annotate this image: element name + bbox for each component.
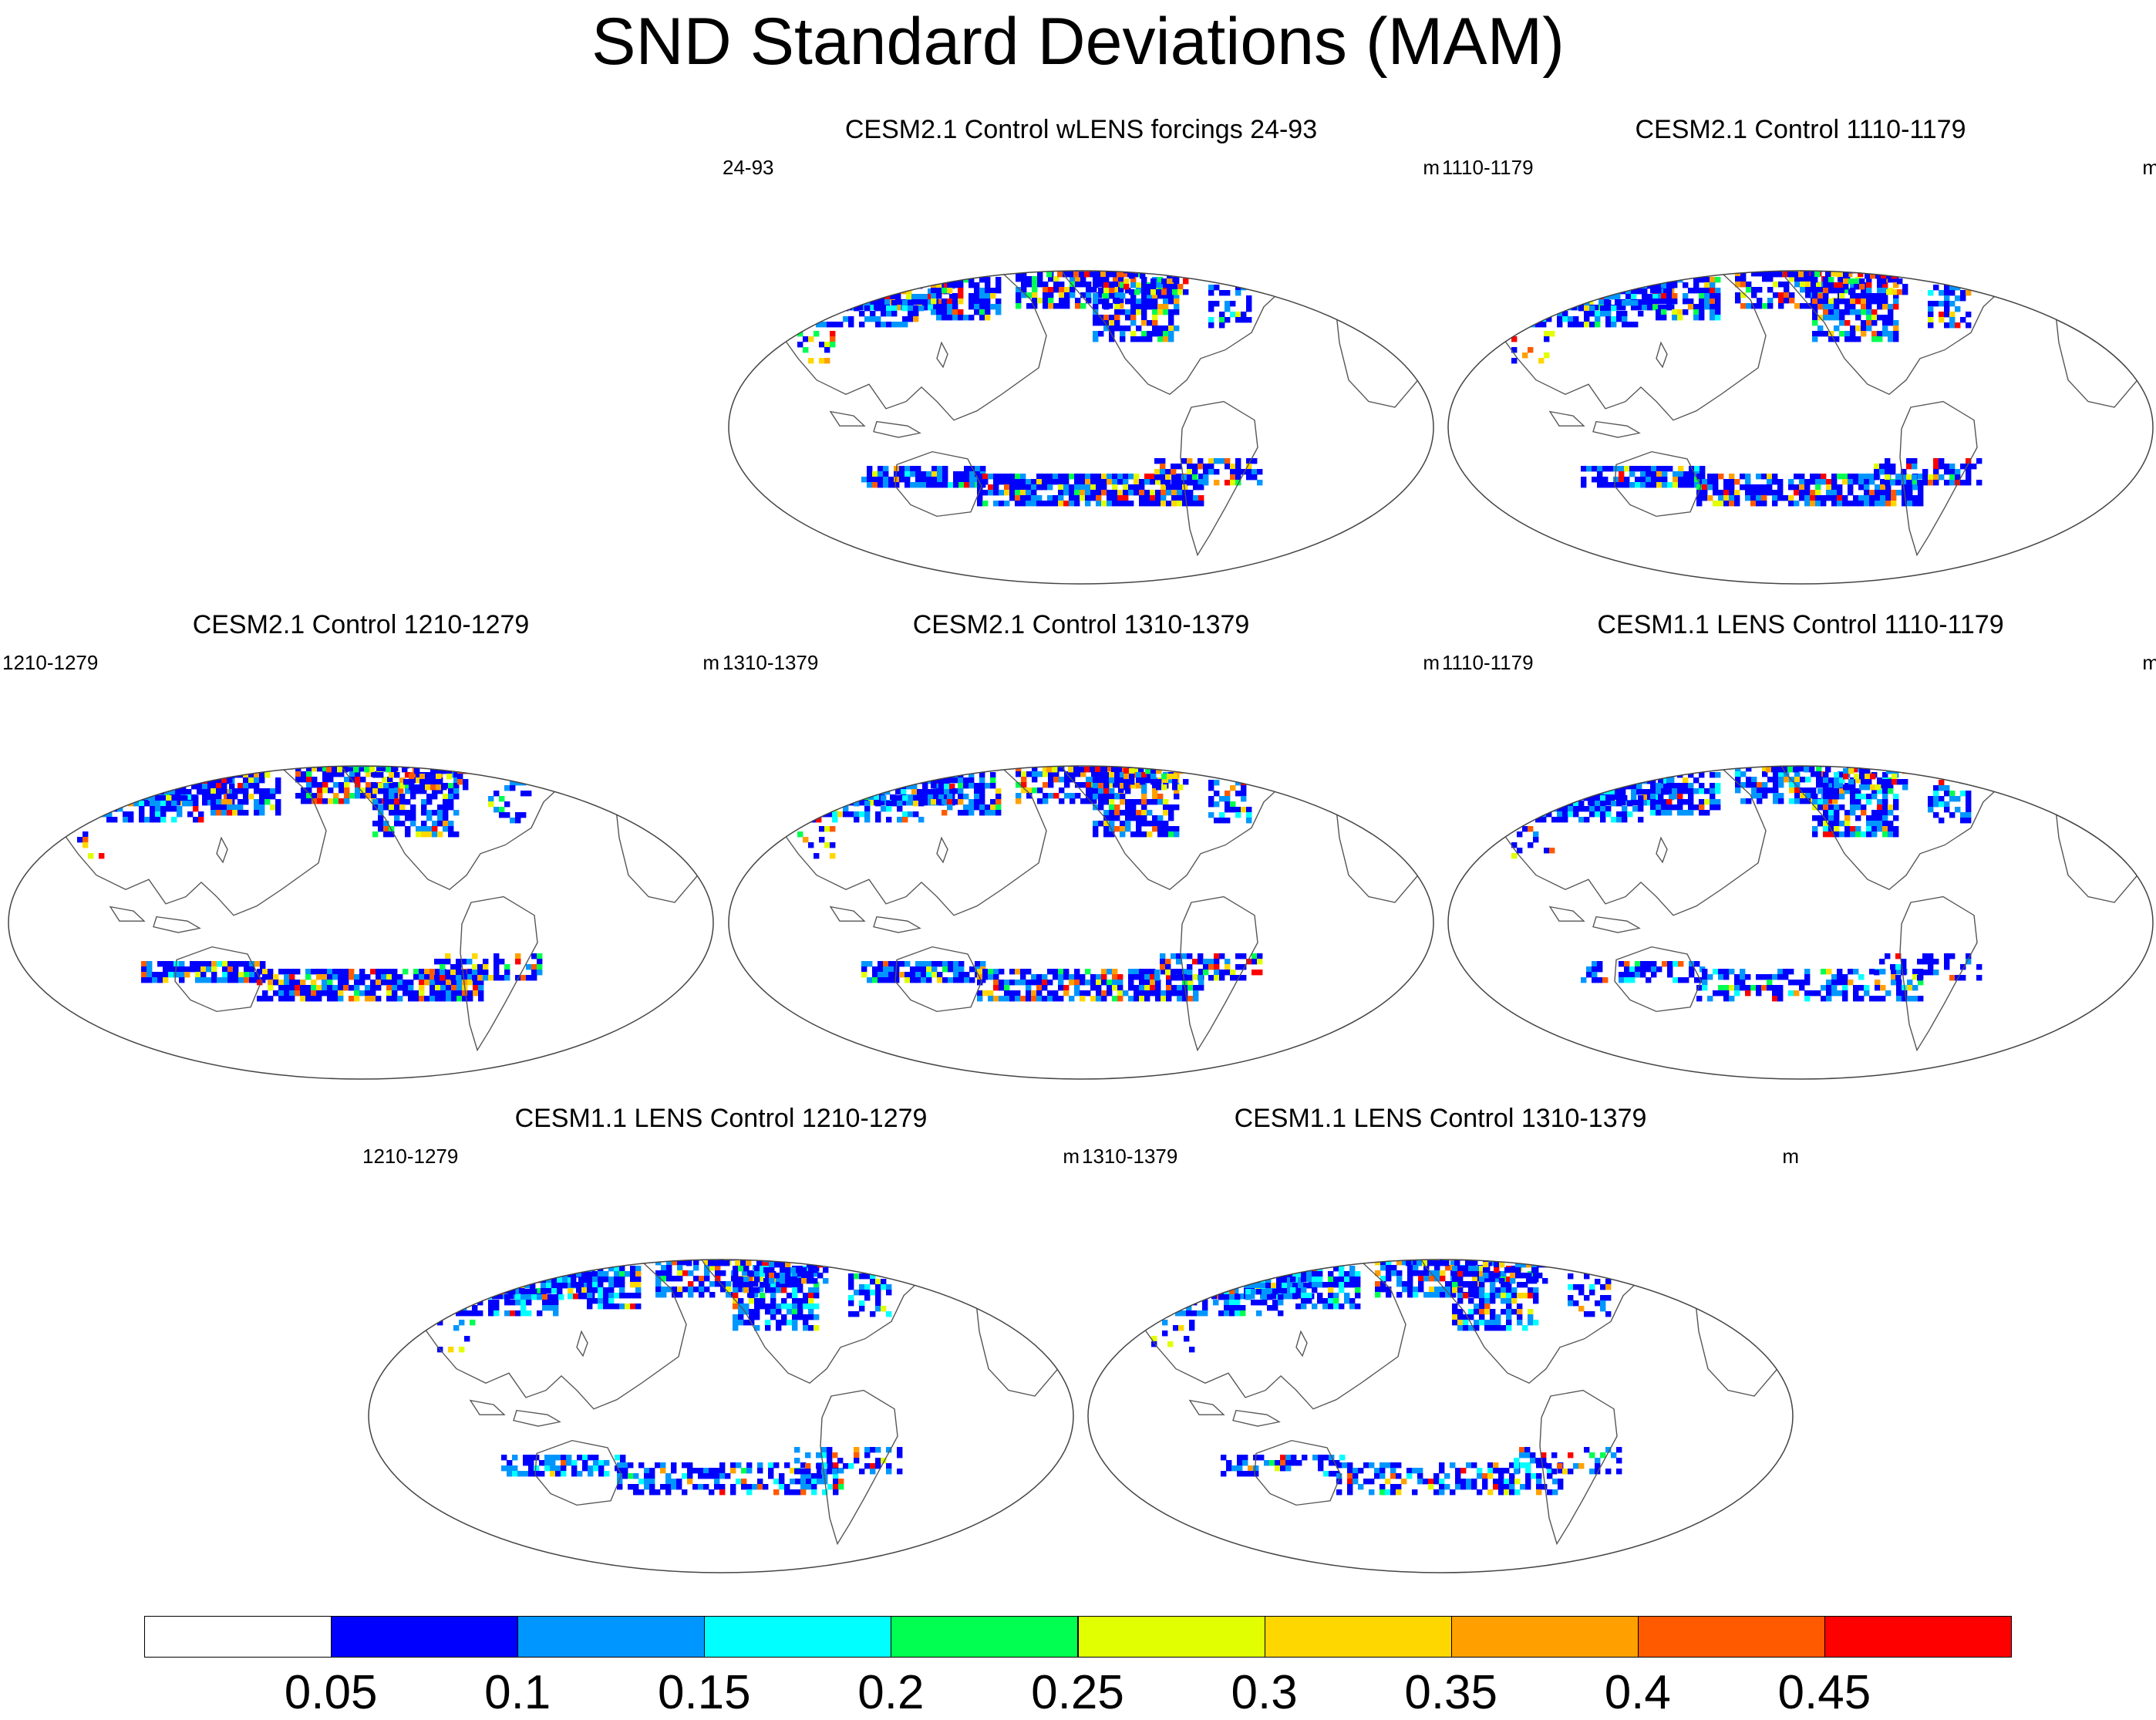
map-plot: [723, 114, 1440, 585]
map-boundary: [729, 271, 1433, 584]
panel-period-label: 1210-1279: [362, 1145, 458, 1168]
colorbar-box: [704, 1616, 891, 1658]
map-plot: [362, 1103, 1080, 1573]
snow-sd-field: [776, 718, 1341, 1001]
panel-period-label: 1110-1179: [1442, 156, 1534, 179]
snow-sd-field: [416, 1212, 981, 1495]
colorbar-tick-label: 0.45: [1778, 1666, 1871, 1720]
colorbar-box: [1451, 1616, 1639, 1658]
panel-units-label: m: [1063, 1145, 1080, 1168]
colorbar-box: [331, 1616, 518, 1658]
map-panel-p3: CESM2.1 Control 1210-1279 1210-1279 m: [2, 609, 719, 1080]
colorbar-tick-label: 0.35: [1404, 1666, 1497, 1720]
panel-title: CESM1.1 LENS Control 1310-1379: [1082, 1103, 1799, 1134]
snow-sd-field: [1496, 718, 2060, 1001]
colorbar-box: [891, 1616, 1078, 1658]
panel-title: CESM1.1 LENS Control 1210-1279: [362, 1103, 1080, 1134]
panel-units-label: m: [1782, 1145, 1799, 1168]
map-plot: [1442, 609, 2156, 1080]
panel-units-label: m: [2142, 651, 2156, 674]
snow-sd-field: [56, 718, 621, 1001]
map-panel-p6: CESM1.1 LENS Control 1210-1279 1210-1279 m: [362, 1103, 1080, 1573]
panel-units-label: m: [1423, 156, 1440, 179]
map-boundary: [1088, 1260, 1793, 1573]
colorbar-tick-label: 0.3: [1231, 1666, 1297, 1720]
panel-title: CESM2.1 Control 1210-1279: [2, 609, 719, 640]
snow-sd-field: [1496, 223, 2060, 506]
panel-units-label: m: [1423, 651, 1440, 674]
map-boundary: [1448, 271, 2153, 584]
map-panel-p7: CESM1.1 LENS Control 1310-1379 1310-1379 m: [1082, 1103, 1799, 1573]
map-plot: [1082, 1103, 1799, 1573]
panel-title: CESM2.1 Control wLENS forcings 24-93: [723, 114, 1440, 145]
map-boundary: [8, 766, 713, 1079]
colorbar-box: [517, 1616, 705, 1658]
panel-units-label: m: [702, 651, 719, 674]
panel-period-label: 1210-1279: [2, 651, 98, 674]
map-boundary: [1448, 766, 2153, 1079]
map-plot: [723, 609, 1440, 1080]
colorbar-tick-label: 0.05: [285, 1666, 378, 1720]
panel-period-label: 24-93: [723, 156, 774, 179]
map-panel-p4: CESM2.1 Control 1310-1379 1310-1379 m: [723, 609, 1440, 1080]
map-plot: [1442, 114, 2156, 585]
map-panel-p5: CESM1.1 LENS Control 1110-1179 1110-1179 m: [1442, 609, 2156, 1080]
map-panel-p1: CESM2.1 Control wLENS forcings 24-93 24-9…: [723, 114, 1440, 585]
panel-title: CESM2.1 Control 1110-1179: [1442, 114, 2156, 145]
figure-title: SND Standard Deviations (MAM): [0, 3, 2156, 80]
colorbar-box: [1265, 1616, 1452, 1658]
colorbar-box: [1638, 1616, 1825, 1658]
coastlines: [409, 1201, 1072, 1544]
colorbar: [144, 1616, 2011, 1658]
colorbar-box: [1078, 1616, 1265, 1658]
coastlines: [1488, 707, 2151, 1051]
snow-sd-field: [1136, 1212, 1700, 1495]
panel-units-label: m: [2142, 156, 2156, 179]
colorbar-tick-label: 0.25: [1031, 1666, 1124, 1720]
snow-sd-field: [776, 223, 1341, 506]
coastlines: [1128, 1201, 1791, 1544]
panel-period-label: 1310-1379: [723, 651, 818, 674]
colorbar-box: [1824, 1616, 2012, 1658]
panel-period-label: 1110-1179: [1442, 651, 1534, 674]
colorbar-tick-label: 0.1: [484, 1666, 551, 1720]
panel-period-label: 1310-1379: [1082, 1145, 1177, 1168]
colorbar-tick-label: 0.4: [1605, 1666, 1671, 1720]
colorbar-tick-label: 0.2: [857, 1666, 924, 1720]
colorbar-tick-label: 0.15: [658, 1666, 751, 1720]
panel-title: CESM1.1 LENS Control 1110-1179: [1442, 609, 2156, 640]
map-plot: [2, 609, 719, 1080]
map-panel-p2: CESM2.1 Control 1110-1179 1110-1179 m: [1442, 114, 2156, 585]
colorbar-box: [144, 1616, 332, 1658]
panel-title: CESM2.1 Control 1310-1379: [723, 609, 1440, 640]
